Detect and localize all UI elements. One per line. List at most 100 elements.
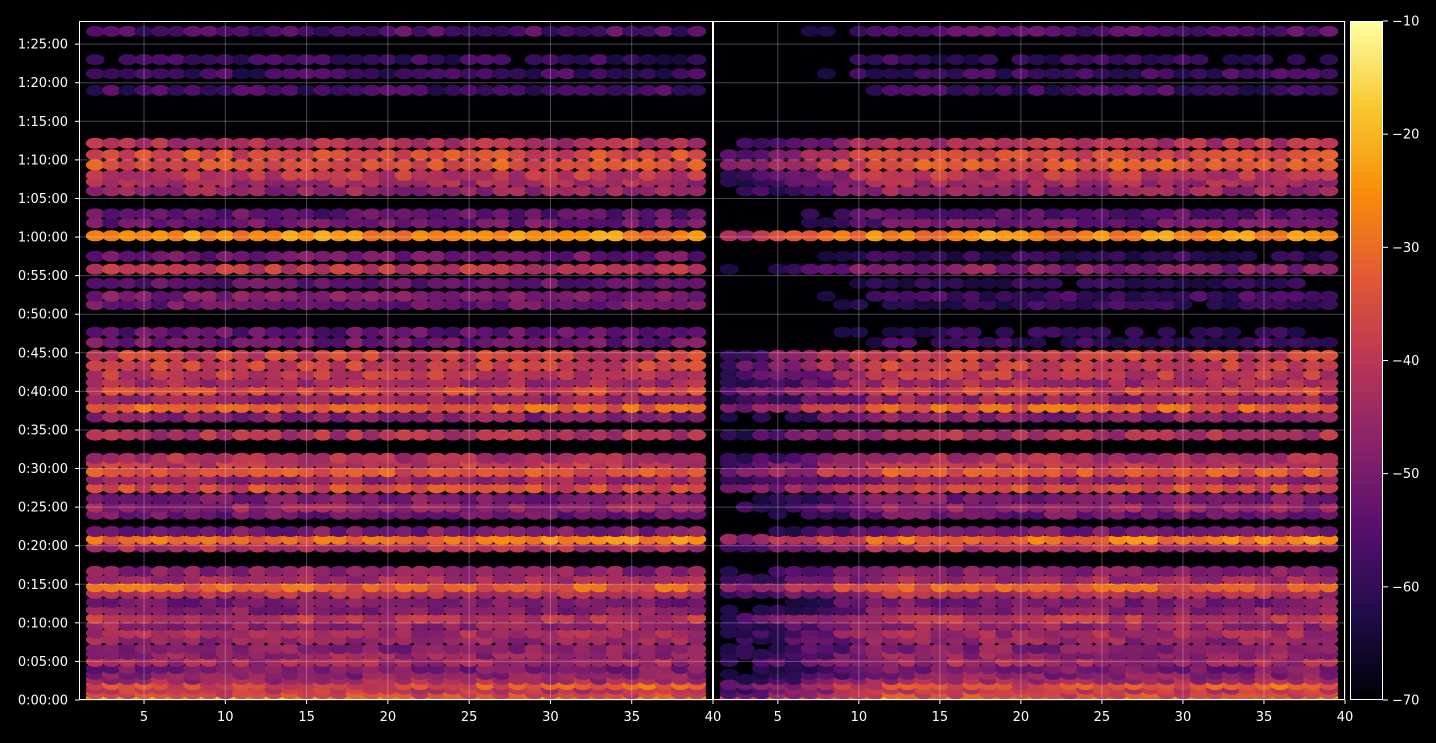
heat-cell <box>1124 541 1144 553</box>
heat-cell <box>557 541 577 553</box>
heat-cell <box>930 376 950 388</box>
heat-cell <box>768 466 788 478</box>
heat-cell <box>833 612 853 624</box>
heat-cell <box>362 393 382 405</box>
heat-cell <box>459 349 479 361</box>
heat-cell <box>1076 612 1096 624</box>
heat-cell <box>1270 337 1290 348</box>
heat-cell <box>459 277 479 289</box>
heat-cell <box>1238 627 1258 639</box>
heat-cell <box>215 217 235 229</box>
heat-cell <box>1270 217 1290 229</box>
heat-cell <box>962 250 982 262</box>
heat-cell <box>606 25 625 37</box>
heat-cell <box>1141 612 1160 624</box>
heat-cell <box>1173 159 1193 171</box>
heat-cell <box>394 596 414 608</box>
heat-cell <box>622 290 642 302</box>
heat-cell <box>167 452 186 464</box>
heat-cell <box>1043 277 1063 289</box>
heat-cell <box>671 533 690 545</box>
heat-cell <box>167 369 186 381</box>
heat-cell <box>394 526 414 537</box>
heat-cell <box>183 393 203 405</box>
heat-cell <box>459 482 479 494</box>
heat-cell <box>654 429 674 441</box>
heat-cell <box>329 627 349 639</box>
heat-cell <box>1189 159 1209 171</box>
heat-cell <box>1254 565 1274 577</box>
heat-cell <box>1108 533 1128 545</box>
heat-cell <box>183 169 203 181</box>
heat-cell <box>1303 169 1323 181</box>
heat-cell <box>687 290 707 302</box>
heat-cell <box>134 643 154 655</box>
heat-cell <box>881 393 901 405</box>
heat-cell <box>995 401 1015 413</box>
heat-cell <box>1157 411 1177 423</box>
heat-cell <box>232 573 252 585</box>
heat-cell <box>865 360 885 372</box>
heat-cell <box>215 526 235 537</box>
heat-cell <box>329 369 349 381</box>
heat-cell <box>1303 452 1323 464</box>
heat-cell <box>1124 526 1144 537</box>
heat-cell <box>524 68 544 80</box>
heat-cell <box>865 217 885 229</box>
heat-cell <box>1173 217 1193 229</box>
heat-cell <box>427 573 447 585</box>
heat-cell <box>1319 137 1339 149</box>
heat-cell <box>638 277 658 289</box>
heat-cell <box>849 401 869 413</box>
heat-cell <box>248 565 268 577</box>
heat-cell <box>215 376 235 388</box>
heat-cell <box>589 581 609 593</box>
heat-cell <box>183 149 203 161</box>
heat-cell <box>930 25 950 37</box>
heat-cell <box>1205 401 1225 413</box>
heat-cell <box>1076 68 1096 80</box>
heat-cell <box>102 299 121 311</box>
heat-cell <box>784 185 804 197</box>
heat-cell <box>1108 169 1128 181</box>
heat-cell <box>1027 466 1047 478</box>
heat-cell <box>671 337 690 348</box>
heat-cell <box>1011 482 1031 494</box>
heat-cell <box>1319 643 1339 655</box>
heat-cell <box>881 169 901 181</box>
heat-cell <box>865 369 885 381</box>
heat-cell <box>1157 482 1177 494</box>
heat-cell <box>297 612 317 624</box>
heat-cell <box>362 565 382 577</box>
heat-cell <box>881 349 901 361</box>
heat-cell <box>1173 581 1193 593</box>
heat-cell <box>1238 250 1258 262</box>
heat-cell <box>1238 185 1258 197</box>
heat-cell <box>865 185 885 197</box>
heat-cell <box>979 376 998 388</box>
heat-cell <box>1238 393 1258 405</box>
heat-cell <box>573 596 593 608</box>
heat-cell <box>264 393 284 405</box>
heat-cell <box>378 384 398 396</box>
heat-cell <box>118 185 138 197</box>
heat-cell <box>1076 376 1096 388</box>
heat-cell <box>1189 217 1209 229</box>
heat-cell <box>1076 137 1096 149</box>
heat-cell <box>427 263 447 275</box>
heat-cell <box>1027 474 1047 485</box>
heat-cell <box>118 452 138 464</box>
heat-cell <box>280 159 300 171</box>
heat-cell <box>800 149 820 161</box>
heat-cell <box>540 452 560 464</box>
heat-cell <box>735 533 755 545</box>
heat-cell <box>687 401 707 413</box>
heat-cell <box>557 604 577 616</box>
heat-cell <box>1076 466 1096 478</box>
heat-cell <box>475 360 495 372</box>
heat-cell <box>1124 185 1144 197</box>
heat-cell <box>881 25 901 37</box>
heat-cell <box>394 25 414 37</box>
heat-cell <box>800 349 820 361</box>
heat-cell <box>946 627 966 639</box>
